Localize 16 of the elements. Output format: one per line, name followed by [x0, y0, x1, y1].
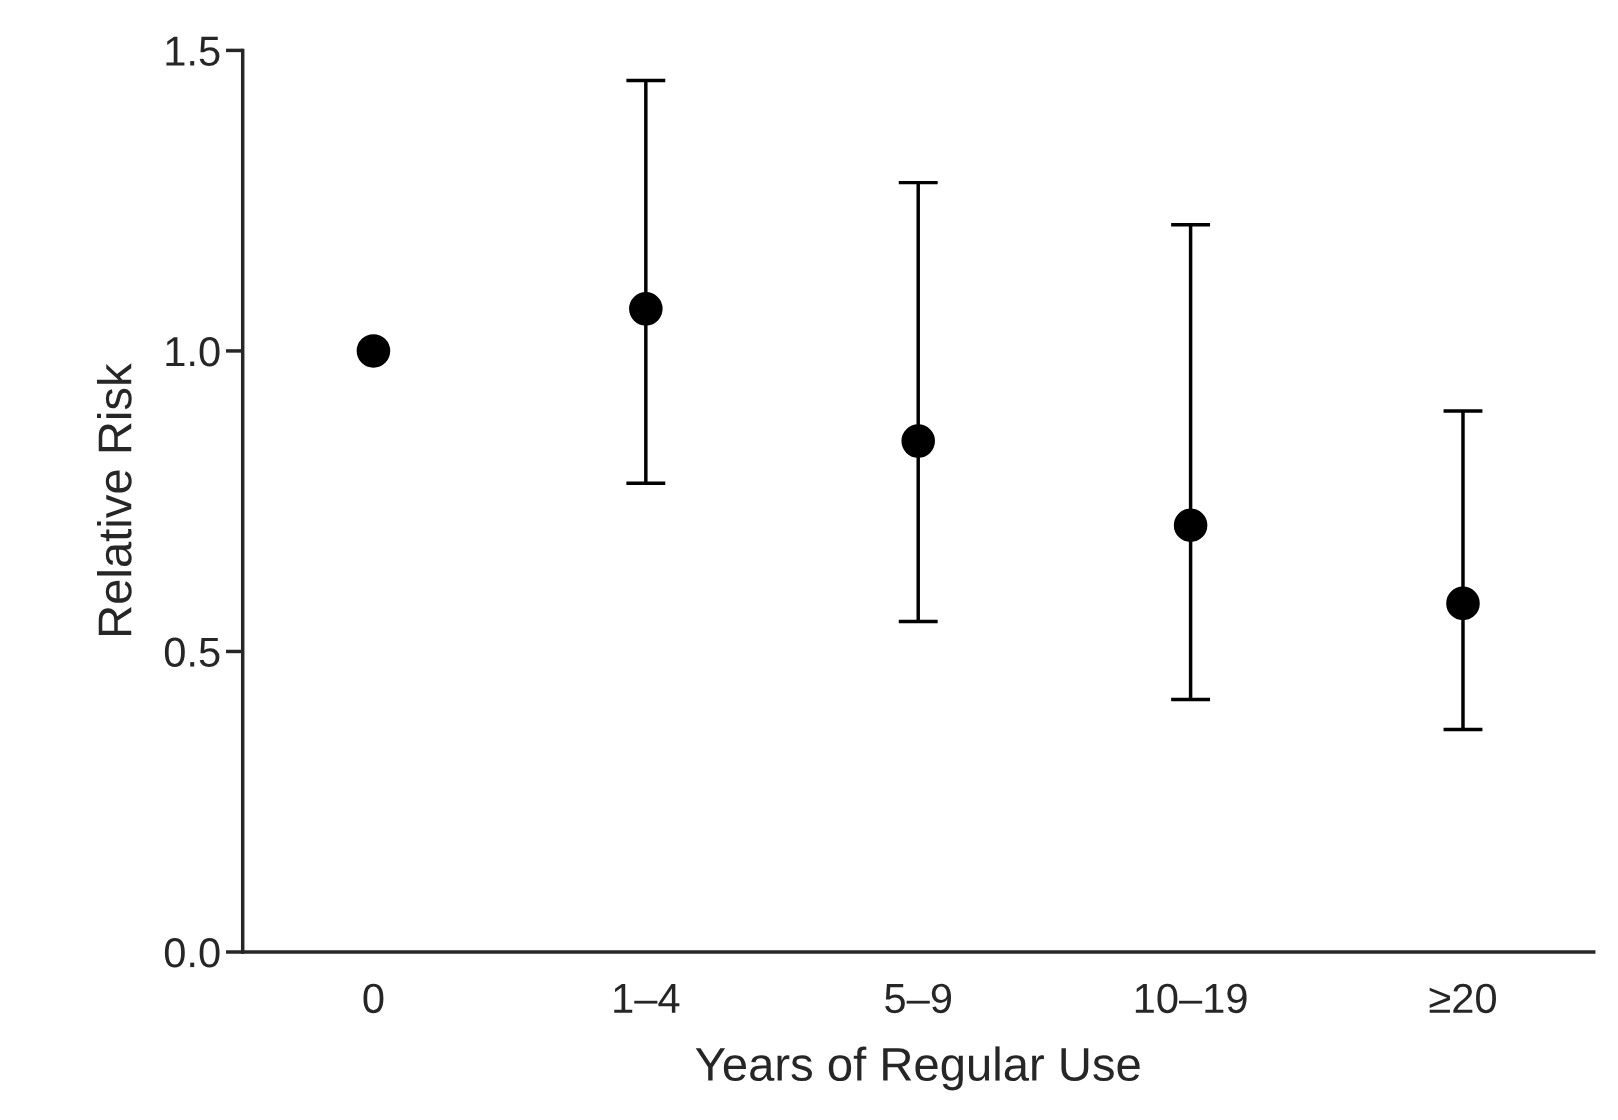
point	[1173, 508, 1208, 543]
x-tick-label: 1–4	[614, 984, 680, 1013]
y-tick-label: 0.0	[164, 938, 220, 968]
y-axis-title: Relative Risk	[97, 363, 132, 636]
y-tick-label: 1.0	[166, 336, 220, 367]
y-tick-label: 1.5	[166, 36, 220, 66]
x-tick-label: ≥20	[1429, 983, 1496, 1014]
point	[356, 334, 391, 368]
y-tick-label: 0.5	[164, 637, 220, 667]
x-tick-label: 5–9	[885, 983, 951, 1014]
point	[629, 292, 663, 326]
point	[901, 424, 935, 458]
x-tick-label: 0	[363, 983, 384, 1014]
x-axis-title: Years of Regular Use	[695, 1046, 1140, 1091]
point	[1446, 586, 1480, 621]
x-tick-label: 10–19	[1135, 983, 1247, 1014]
